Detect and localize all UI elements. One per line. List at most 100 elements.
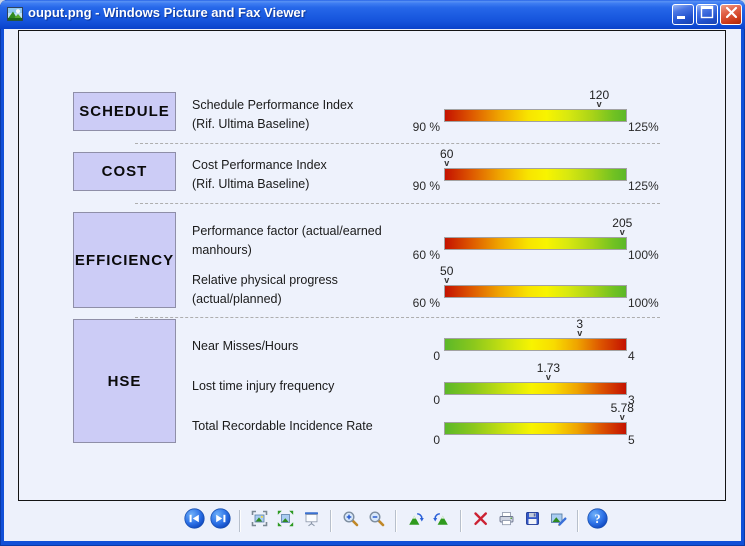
kpi-box-hse: HSE bbox=[73, 319, 176, 443]
best-fit-button[interactable] bbox=[248, 509, 270, 533]
gauge-value: 50 bbox=[440, 264, 454, 278]
gauge-value: 5.78 bbox=[610, 401, 634, 415]
metric-description-line: (Rif. Ultima Baseline) bbox=[192, 177, 310, 191]
edit-icon bbox=[550, 510, 567, 532]
gauge-value: 1.73 bbox=[536, 361, 561, 375]
metric-description: Cost Performance Index (Rif. Ultima Basel… bbox=[192, 156, 437, 194]
gauge-max-label: 125% bbox=[628, 120, 659, 134]
toolbar-separator bbox=[330, 510, 331, 532]
metric-description-line: Relative physical progress bbox=[192, 273, 338, 287]
rotate-counterclockwise-button[interactable] bbox=[430, 509, 452, 533]
gauge-min-label: 60 % bbox=[412, 296, 440, 310]
slideshow-icon bbox=[303, 510, 320, 532]
rotate-counterclockwise-icon bbox=[432, 510, 450, 532]
picture-file-icon bbox=[7, 6, 23, 22]
metric-description-line: Schedule Performance Index bbox=[192, 98, 354, 112]
print-icon bbox=[498, 510, 515, 532]
kpi-box-label: COST bbox=[101, 163, 148, 180]
edit-button[interactable] bbox=[547, 509, 569, 533]
svg-text:?: ? bbox=[594, 512, 600, 526]
start-slideshow-button[interactable] bbox=[300, 509, 322, 533]
print-button[interactable] bbox=[495, 509, 517, 533]
gauge-marker-icon: v bbox=[619, 227, 625, 237]
gauge-marker-icon: v bbox=[596, 99, 602, 109]
gauge-bar bbox=[444, 422, 627, 435]
window-title: ouput.png - Windows Picture and Fax View… bbox=[28, 5, 306, 20]
title-bar[interactable]: ouput.png - Windows Picture and Fax View… bbox=[0, 0, 745, 29]
gauge-marker-icon: v bbox=[444, 158, 450, 168]
gauge-value: 3 bbox=[576, 317, 584, 331]
gauge-value: 60 bbox=[440, 147, 454, 161]
metric-description-line: Performance factor (actual/earned bbox=[192, 224, 382, 238]
section-separator bbox=[135, 143, 660, 144]
gauge-value: 205 bbox=[612, 216, 633, 230]
metric-description: Performance factor (actual/earned manhour… bbox=[192, 222, 437, 260]
previous-icon bbox=[183, 508, 205, 534]
metric-description: Total Recordable Incidence Rate bbox=[192, 417, 437, 436]
kpi-box-label: HSE bbox=[107, 372, 142, 390]
metric-description: Lost time injury frequency bbox=[192, 377, 437, 396]
kpi-box-schedule: SCHEDULE bbox=[73, 92, 176, 131]
close-icon bbox=[722, 3, 741, 27]
toolbar-separator bbox=[395, 510, 396, 532]
metric-description: Schedule Performance Index (Rif. Ultima B… bbox=[192, 96, 437, 134]
gauge-min-label: 0 bbox=[433, 393, 440, 407]
minimize-button[interactable] bbox=[672, 4, 694, 25]
zoom-in-button[interactable] bbox=[339, 509, 361, 533]
gauge-min-label: 60 % bbox=[412, 248, 440, 262]
gauge-max-label: 4 bbox=[628, 349, 635, 363]
gauge-max-label: 3 bbox=[628, 393, 635, 407]
zoom-in-icon bbox=[342, 510, 359, 532]
metric-description-line: Total Recordable Incidence Rate bbox=[192, 419, 373, 433]
gauge-max-label: 100% bbox=[628, 248, 659, 262]
next-image-button[interactable] bbox=[209, 508, 231, 533]
rotate-clockwise-icon bbox=[407, 510, 424, 532]
best-fit-icon bbox=[251, 510, 268, 532]
gauge-max-label: 125% bbox=[628, 179, 659, 193]
section-separator bbox=[135, 203, 660, 204]
gauge-marker-icon: v bbox=[577, 328, 583, 338]
metric-description-line: manhours) bbox=[192, 243, 252, 257]
rotate-clockwise-button[interactable] bbox=[404, 509, 426, 533]
metric-description-line: Near Misses/Hours bbox=[192, 339, 299, 353]
gauge-bar bbox=[444, 109, 627, 122]
kpi-box-label: SCHEDULE bbox=[79, 103, 170, 120]
help-button[interactable]: ? bbox=[586, 508, 608, 534]
zoom-out-icon bbox=[368, 510, 385, 532]
save-button[interactable] bbox=[521, 509, 543, 533]
gauge-marker-icon: v bbox=[444, 275, 450, 285]
actual-size-icon bbox=[277, 510, 294, 532]
close-button[interactable] bbox=[720, 4, 742, 25]
gauge-min-label: 90 % bbox=[412, 179, 440, 193]
metric-description: Relative physical progress (actual/planne… bbox=[192, 271, 437, 309]
kpi-box-efficiency: EFFICIENCY bbox=[73, 212, 176, 308]
kpi-box-cost: COST bbox=[73, 152, 176, 191]
maximize-button[interactable] bbox=[696, 4, 718, 25]
kpi-box-label: EFFICIENCY bbox=[74, 251, 175, 269]
metric-description-line: (actual/planned) bbox=[192, 292, 282, 306]
metric-description-line: Cost Performance Index bbox=[192, 158, 327, 172]
save-icon bbox=[524, 510, 541, 532]
gauge-min-label: 0 bbox=[433, 349, 440, 363]
toolbar-separator bbox=[460, 510, 461, 532]
maximize-icon bbox=[698, 3, 717, 27]
delete-button[interactable] bbox=[469, 509, 491, 533]
previous-image-button[interactable] bbox=[183, 508, 205, 534]
window-controls bbox=[672, 4, 742, 25]
gauge-max-label: 5 bbox=[628, 433, 635, 447]
gauge-marker-icon: v bbox=[619, 412, 625, 422]
metric-description: Near Misses/Hours bbox=[192, 337, 437, 356]
metric-description-line: Lost time injury frequency bbox=[192, 379, 335, 393]
actual-size-button[interactable] bbox=[274, 509, 296, 533]
viewer-toolbar: ? bbox=[183, 508, 608, 534]
gauge-max-label: 100% bbox=[628, 296, 659, 310]
metric-description-line: (Rif. Ultima Baseline) bbox=[192, 117, 310, 131]
section-separator bbox=[135, 317, 660, 318]
gauge-bar bbox=[444, 168, 627, 181]
gauge-bar bbox=[444, 285, 627, 298]
help-icon: ? bbox=[586, 508, 608, 534]
gauge-bar bbox=[444, 338, 627, 351]
zoom-out-button[interactable] bbox=[365, 509, 387, 533]
toolbar-separator bbox=[239, 510, 240, 532]
